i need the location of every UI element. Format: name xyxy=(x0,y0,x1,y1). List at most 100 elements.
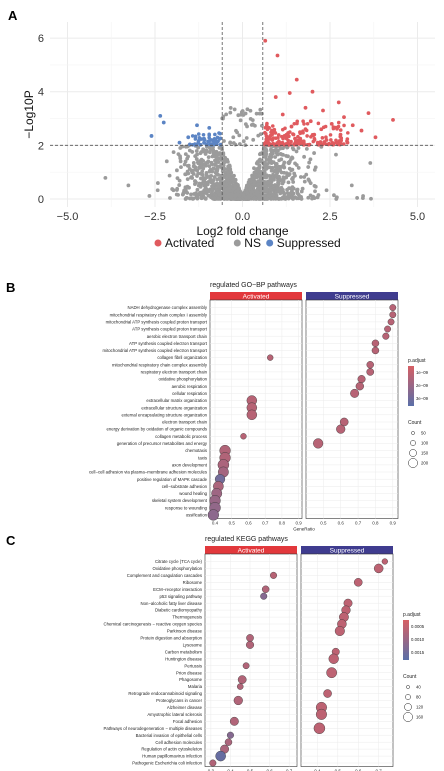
ns-point xyxy=(187,196,192,201)
x-tick-label: 0.7 xyxy=(376,769,383,771)
ns-point xyxy=(174,168,179,173)
ns-point xyxy=(177,183,182,187)
activated-point xyxy=(302,142,306,147)
ns-point xyxy=(175,176,180,181)
ns-point xyxy=(269,159,274,164)
category-label: NADH dehydrogenase complex assembly xyxy=(127,305,207,310)
ns-point xyxy=(193,168,197,172)
ns-point xyxy=(248,108,253,113)
ns-point xyxy=(217,145,222,150)
data-point xyxy=(366,361,374,369)
data-point xyxy=(381,558,388,565)
category-label: Human papillomavirus infection xyxy=(142,754,202,759)
color-legend-bar xyxy=(403,620,409,660)
ns-point xyxy=(279,185,284,190)
ns-point xyxy=(208,174,213,179)
category-label: Lysosome xyxy=(183,642,203,647)
category-label: generation of precursor metabolites and … xyxy=(117,441,208,446)
facet-label: Suppressed xyxy=(330,547,365,554)
ns-point xyxy=(271,151,275,156)
activated-point xyxy=(342,115,346,120)
ns-point xyxy=(295,191,300,196)
ns-point xyxy=(215,156,220,161)
ns-point xyxy=(282,191,287,196)
category-label: Pathogenic Escherichia coli infection xyxy=(132,761,202,766)
ns-point xyxy=(253,169,258,174)
data-point xyxy=(237,683,244,690)
ns-point xyxy=(279,164,283,169)
data-point xyxy=(387,318,395,326)
data-point xyxy=(261,585,270,593)
suppressed-point xyxy=(158,113,163,118)
activated-point xyxy=(324,135,328,139)
ns-point xyxy=(306,195,311,200)
x-tick-label: 0.5 xyxy=(320,521,327,526)
activated-point xyxy=(359,128,364,133)
ns-point xyxy=(217,185,222,189)
x-tick-label: 0.8 xyxy=(279,521,286,526)
ns-point xyxy=(185,169,190,174)
ns-point xyxy=(296,166,301,170)
category-label: aerobic respiration xyxy=(172,384,208,389)
size-legend-marker xyxy=(409,449,417,457)
category-label: chemotaxis xyxy=(185,448,207,453)
ns-point xyxy=(286,180,291,185)
ns-point xyxy=(228,141,233,145)
ns-point xyxy=(203,197,208,201)
facet-panel xyxy=(300,553,394,767)
data-point xyxy=(270,571,277,579)
ns-point xyxy=(206,155,211,160)
ns-point xyxy=(232,107,237,112)
y-tick-label: 4 xyxy=(38,87,44,99)
ns-point xyxy=(183,172,188,177)
ns-point xyxy=(258,186,263,191)
ns-point xyxy=(184,195,189,200)
color-legend-tick: 0.0010 xyxy=(411,637,425,642)
x-tick-label: 0.8 xyxy=(372,521,379,526)
activated-point xyxy=(284,142,288,146)
ns-point xyxy=(248,116,253,121)
ns-point xyxy=(276,187,281,192)
category-label: p53 signaling pathway xyxy=(159,594,202,599)
activated-point xyxy=(311,139,316,144)
category-label: Retrograde endocannabinoid signaling xyxy=(128,691,202,696)
suppressed-point xyxy=(207,139,212,143)
suppressed-point xyxy=(196,138,201,143)
activated-point xyxy=(331,126,336,131)
ns-point xyxy=(264,175,269,180)
legend-marker-suppressed xyxy=(266,239,274,247)
ns-point xyxy=(224,196,229,201)
ns-point xyxy=(228,169,233,174)
ns-point xyxy=(224,157,229,162)
ns-point xyxy=(273,155,278,159)
activated-point xyxy=(321,125,326,130)
category-label: Non−alcoholic fatty liver disease xyxy=(140,601,202,606)
ns-point xyxy=(236,186,241,191)
activated-point xyxy=(263,38,268,43)
size-legend-marker xyxy=(403,712,413,722)
ns-point xyxy=(191,172,196,176)
ns-point xyxy=(256,182,260,187)
ns-point xyxy=(244,136,249,140)
category-label: mitochondrial ATP synthesis coupled prot… xyxy=(106,319,208,324)
activated-point xyxy=(350,123,355,128)
data-point xyxy=(373,563,384,574)
activated-point xyxy=(289,139,293,144)
ns-point xyxy=(246,195,251,200)
size-legend-tick: 200 xyxy=(421,461,429,466)
ns-point xyxy=(275,170,280,175)
facet-panel xyxy=(204,553,298,767)
data-point xyxy=(353,578,363,587)
ns-point xyxy=(276,182,281,187)
activated-point xyxy=(289,124,294,129)
ns-point xyxy=(168,196,172,200)
category-label: Prion disease xyxy=(176,670,203,675)
suppressed-point xyxy=(161,120,166,125)
ns-point xyxy=(202,179,207,184)
size-legend-tick: 120 xyxy=(416,705,424,710)
ns-point xyxy=(271,193,276,197)
activated-point xyxy=(335,142,340,147)
ns-point xyxy=(210,191,215,195)
ns-point xyxy=(369,196,373,201)
activated-point xyxy=(339,136,344,140)
